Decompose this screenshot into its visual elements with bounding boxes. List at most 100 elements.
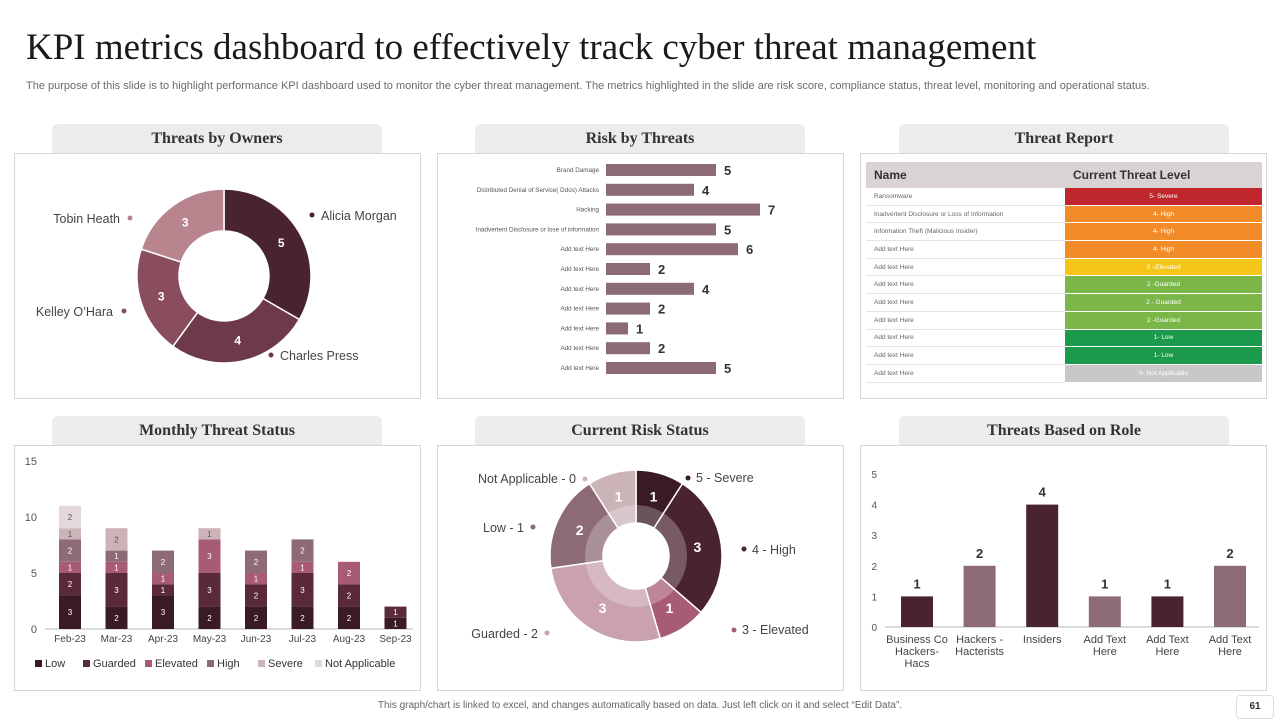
role-bar-value: 1 (1164, 576, 1171, 591)
role-bar-value: 4 (1039, 485, 1047, 500)
monthly-bar-segment (291, 539, 314, 562)
risk-category-label: Add text Here (560, 306, 599, 313)
monthly-bar-segment (198, 539, 221, 573)
risk-status-label: Low - 1 (483, 521, 524, 535)
threat-name: Add text Here (866, 311, 1065, 330)
risk-category-label: Distributed Denial of Service( Ddos) Att… (477, 187, 599, 194)
threat-report-row: Add text Here 1- Low (866, 329, 1262, 348)
owners-slice (140, 188, 225, 264)
risk-status-slice (588, 469, 637, 530)
threat-level-badge: 2 - Guarded (1065, 293, 1262, 312)
role-x-label: Insiders (1023, 634, 1062, 646)
owners-label-dot (127, 215, 133, 221)
threat-level-badge: 4- High (1065, 205, 1262, 224)
monthly-segment-label: 3 (161, 608, 166, 617)
owners-slice-value: 3 (182, 216, 189, 230)
risk-bar-value: 5 (724, 222, 731, 237)
risk-bar-value: 5 (724, 361, 731, 376)
monthly-bar-segment (384, 617, 407, 629)
risk-by-threats-header: Risk by Threats (475, 124, 805, 154)
monthly-segment-label: 2 (114, 535, 119, 544)
monthly-segment-label: 1 (393, 619, 398, 628)
monthly-bar-segment (152, 550, 174, 573)
monthly-segment-label: 2 (68, 513, 73, 522)
monthly-segment-label: 2 (161, 558, 166, 567)
monthly-legend-swatch (35, 660, 42, 667)
threat-name: Add text Here (866, 346, 1065, 365)
role-x-label: Hackers -Hacterists (955, 634, 1004, 658)
monthly-segment-label: 2 (254, 614, 259, 623)
monthly-threat-status-panel: 0 5 10 15 3 2 1 2 1 2 Feb-23 2 3 1 1 2 Mar-23 3 1 1 2 Apr-23 2… (14, 445, 421, 691)
owners-slice-value: 3 (158, 289, 165, 303)
risk-status-slice (549, 482, 620, 570)
risk-bar (606, 322, 628, 335)
threat-report-row: Add text Here 2 -Guarded (866, 275, 1262, 295)
risk-bar (606, 164, 716, 176)
monthly-bar-segment (152, 584, 174, 596)
monthly-legend-label: Elevated (155, 658, 198, 670)
risk-status-slice-value: 3 (693, 539, 701, 555)
role-bar (963, 565, 996, 627)
risk-bar-value: 2 (658, 262, 665, 277)
monthly-bar-segment (152, 595, 174, 629)
risk-status-slice-value: 1 (666, 600, 674, 616)
monthly-bar-segment (198, 573, 221, 607)
threat-name: Add text Here (866, 258, 1065, 277)
threat-level-badge: 2 -Guarded (1065, 311, 1262, 330)
role-y-tick: 5 (871, 470, 877, 481)
threat-name: Add text Here (866, 293, 1065, 312)
risk-bar (606, 362, 716, 374)
risk-bar (606, 183, 694, 196)
role-bar (1214, 565, 1246, 627)
monthly-y-tick: 15 (25, 456, 37, 468)
monthly-bar-segment (59, 539, 81, 562)
monthly-x-label: Sep-23 (379, 634, 412, 645)
risk-status-slice-value: 1 (615, 489, 623, 505)
threat-level-badge: 1- Low (1065, 329, 1262, 348)
risk-status-label-dot (544, 630, 550, 636)
role-bar-value: 2 (976, 546, 983, 561)
threat-report-header-name: Name (866, 162, 1065, 188)
monthly-segment-label: 3 (68, 608, 73, 617)
monthly-threat-status-chart: 0 5 10 15 3 2 1 2 1 2 Feb-23 2 3 1 1 2 Mar-23 3 1 1 2 Apr-23 2… (25, 456, 413, 670)
role-y-tick: 0 (871, 623, 877, 634)
monthly-segment-label: 2 (207, 614, 212, 623)
monthly-bar-segment (105, 561, 128, 573)
risk-status-label-dot (582, 476, 588, 482)
risk-status-slice (652, 482, 723, 614)
monthly-threat-status-header: Monthly Threat Status (52, 416, 382, 446)
monthly-legend-swatch (315, 660, 322, 667)
monthly-segment-label: 2 (254, 558, 259, 567)
monthly-bar-segment (105, 528, 128, 551)
current-risk-status-panel: 1 5 - Severe 3 4 - High 1 3 - Elevated 3 Guarde… (437, 445, 844, 691)
page-title: KPI metrics dashboard to effectively tra… (26, 27, 1037, 68)
risk-bar (606, 263, 650, 275)
owners-label: Charles Press (280, 349, 359, 363)
monthly-x-label: Apr-23 (148, 634, 178, 645)
risk-status-label-dot (731, 627, 737, 633)
role-bar-value: 1 (913, 576, 920, 591)
risk-category-label: Add text Here (560, 286, 599, 293)
risk-bar (606, 243, 738, 256)
role-y-tick: 1 (871, 592, 877, 603)
monthly-segment-label: 2 (254, 591, 259, 600)
threat-name: Add text Here (866, 275, 1065, 295)
monthly-segment-label: 2 (300, 614, 305, 623)
monthly-bar-segment (338, 584, 360, 607)
monthly-bar-segment (59, 595, 81, 629)
role-x-label: Add Text Here (1083, 634, 1126, 658)
monthly-segment-label: 1 (161, 575, 166, 584)
owners-slice-value: 5 (278, 236, 285, 250)
risk-status-inner-ring (585, 505, 687, 607)
monthly-segment-label: 2 (347, 569, 352, 578)
monthly-bar-segment (198, 606, 221, 629)
threat-report-row: Ransomware 5- Severe (866, 188, 1262, 206)
monthly-bar-segment (245, 573, 267, 585)
risk-status-label: 5 - Severe (696, 471, 754, 485)
risk-status-label-dot (741, 546, 747, 552)
monthly-segment-label: 3 (300, 586, 305, 595)
threat-report-row: Inadvertent Disclosure or Loss of Inform… (866, 205, 1262, 224)
monthly-segment-label: 2 (68, 547, 73, 556)
monthly-x-label: Jul-23 (289, 634, 317, 645)
role-bar-value: 1 (1101, 576, 1108, 591)
